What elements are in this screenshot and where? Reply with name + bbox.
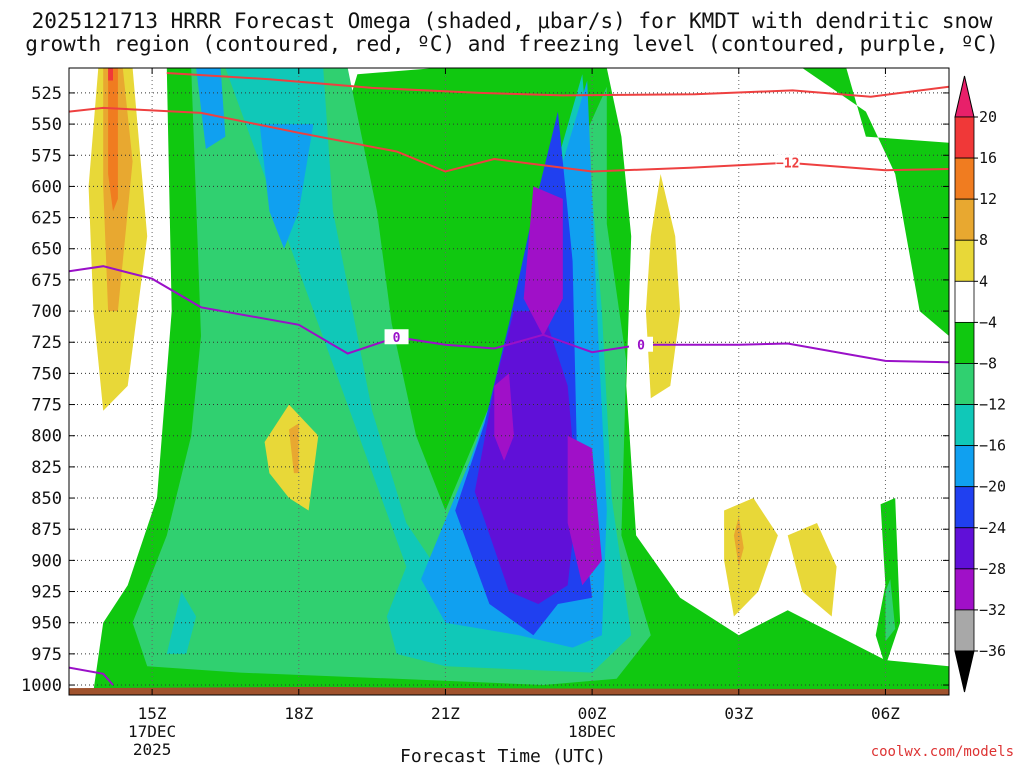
x-tick-sublabel-17DEC: 17DEC [128, 722, 176, 741]
y-tick-label-625: 625 [31, 209, 62, 229]
omega-area-minus4-upper-right [802, 68, 949, 336]
y-tick-label-975: 975 [31, 645, 62, 665]
colorbar-swatch-6 [954, 363, 975, 405]
colorbar-swatch-7 [954, 404, 975, 447]
y-tick-label-825: 825 [31, 458, 62, 478]
chart-title-line-2: growth region (contoured, red, ºC) and f… [25, 32, 999, 56]
y-tick-label-550: 550 [31, 115, 62, 135]
y-tick-label-850: 850 [31, 489, 62, 509]
colorbar-label-4: 4 [979, 272, 988, 290]
colorbar-top-arrow [954, 75, 975, 118]
axes: 525 550 575 600 625 650 675 700 725 750 775 800 825 8… [21, 68, 949, 759]
omega-area-minus28-lower [567, 435, 602, 586]
y-tick-label-775: 775 [31, 396, 62, 416]
y-tick-label-900: 900 [31, 551, 62, 571]
credit-link[interactable]: coolwx.com/models [870, 744, 1014, 760]
y-tick-label-750: 750 [31, 364, 62, 384]
dgz-contour-label-bg [775, 154, 800, 170]
dgz-contour-label: −12 [776, 157, 799, 172]
omega-area-minus28-mid [494, 373, 514, 461]
dgz-contour-lower [69, 106, 949, 173]
y-tick-label-525: 525 [31, 84, 62, 104]
x-axis-title: Forecast Time (UTC) [400, 746, 606, 767]
x-tick-label-00Z: 00Z [578, 704, 607, 723]
freezing-level-contour-surface [69, 666, 114, 686]
omega-area-minus16-upper-left [196, 68, 226, 149]
colorbar-swatch-12 [954, 609, 975, 652]
colorbar-swatch-3 [954, 239, 975, 282]
omega-area-minus28-upper [523, 186, 563, 336]
freezing-level-contour [69, 265, 949, 364]
colorbar-label-12: −32 [979, 601, 1006, 619]
y-tick-label-950: 950 [31, 614, 62, 634]
x-tick-label-15Z: 15Z [138, 704, 167, 723]
ground-surface [69, 686, 949, 695]
y-tick-label-675: 675 [31, 271, 62, 291]
x-tick-sublabel-2025: 2025 [133, 740, 172, 759]
colorbar-label-13: −36 [979, 642, 1006, 660]
plot-area: −12 0 0 [69, 68, 949, 695]
colorbar: 20 16 12 8 4 −4 −8 −12 −16 −20 −24 −28 −32 −36 [954, 75, 1006, 693]
freezing-level-label-left-bg [384, 329, 409, 345]
colorbar-swatch-4 [954, 280, 975, 323]
freezing-level-label-right-bg [629, 336, 653, 352]
colorbar-label-11: −28 [979, 560, 1006, 578]
chart-title-line-1: 2025121713 HRRR Forecast Omega (shaded, … [31, 9, 993, 33]
colorbar-label-0: 20 [979, 108, 997, 126]
x-tick-label-06Z: 06Z [871, 704, 900, 723]
x-tick-label-03Z: 03Z [724, 704, 753, 723]
y-tick-label-925: 925 [31, 583, 62, 603]
x-tick-label-18Z: 18Z [284, 704, 313, 723]
colorbar-label-3: 8 [979, 231, 988, 249]
y-tick-label-875: 875 [31, 520, 62, 540]
omega-area-plus8-mid [289, 423, 299, 474]
colorbar-swatch-9 [954, 486, 975, 529]
omega-area-plus4-right [724, 498, 778, 617]
omega-area-plus4-mid [264, 404, 319, 511]
colorbar-label-5: −4 [979, 313, 997, 331]
colorbar-label-1: 16 [979, 149, 997, 167]
colorbar-label-10: −24 [979, 519, 1006, 537]
colorbar-swatch-8 [954, 445, 975, 488]
x-tick-label-21Z: 21Z [431, 704, 460, 723]
y-tick-label-650: 650 [31, 240, 62, 260]
freezing-level-label-left: 0 [393, 331, 401, 346]
omega-area-plus16-left [108, 68, 113, 81]
freezing-level-label-right: 0 [637, 339, 645, 354]
x-tick-sublabel-18DEC: 18DEC [568, 722, 616, 741]
colorbar-swatch-10 [954, 527, 975, 570]
y-tick-label-800: 800 [31, 427, 62, 447]
omega-area-plus8-right [733, 516, 744, 567]
y-tick-label-725: 725 [31, 333, 62, 353]
colorbar-swatch-0 [954, 116, 975, 159]
y-tick-label-1000: 1000 [21, 676, 62, 696]
colorbar-label-8: −16 [979, 437, 1006, 455]
omega-area-plus4-far-right [787, 523, 837, 617]
colorbar-bottom-arrow [954, 650, 975, 693]
omega-area-plus12-left [108, 68, 118, 212]
omega-area-plus4-center [645, 174, 681, 399]
omega-area-minus4-right-sliver [875, 498, 901, 667]
y-tick-label-600: 600 [31, 177, 62, 197]
colorbar-swatch-5 [954, 321, 975, 364]
colorbar-swatch-1 [954, 157, 975, 200]
colorbar-label-7: −12 [979, 396, 1006, 414]
colorbar-swatch-2 [954, 198, 975, 241]
colorbar-label-2: 12 [979, 190, 997, 208]
plot-frame [68, 67, 950, 696]
y-tick-label-575: 575 [31, 146, 62, 166]
colorbar-swatch-11 [954, 568, 975, 611]
omega-area-minus8-right-sliver [885, 579, 896, 642]
colorbar-label-6: −8 [979, 354, 997, 372]
y-tick-label-700: 700 [31, 302, 62, 322]
colorbar-label-9: −20 [979, 478, 1006, 496]
dgz-contour-upper [166, 72, 949, 98]
